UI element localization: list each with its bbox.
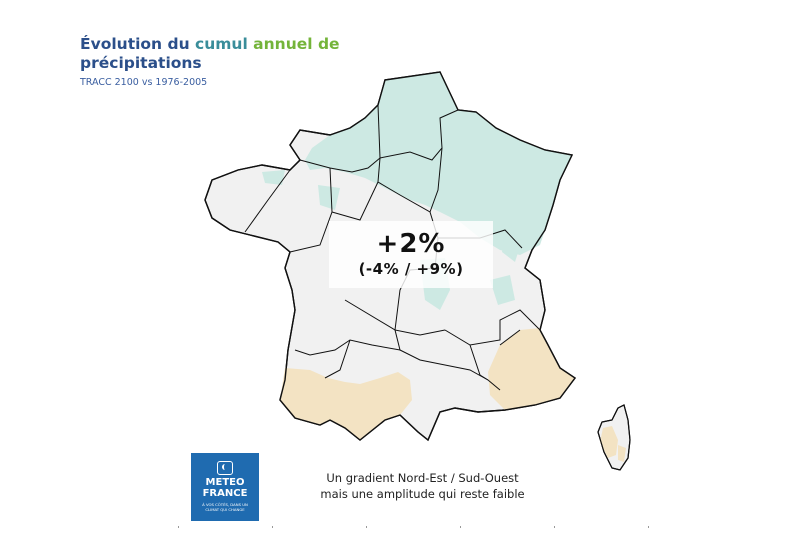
value-highlight-box: +2% (-4% / +9%) xyxy=(329,221,493,288)
caption-line-1: Un gradient Nord-Est / Sud-Ouest xyxy=(300,470,545,486)
increase-patch xyxy=(262,170,285,185)
footer-mark xyxy=(366,526,367,528)
footer-mark xyxy=(648,526,649,528)
meteo-france-logo: METEO FRANCE À VOS CÔTÉS, DANS UN CLIMAT… xyxy=(191,453,259,521)
caption: Un gradient Nord-Est / Sud-Ouest mais un… xyxy=(300,470,545,502)
logo-line-2: FRANCE xyxy=(191,488,259,499)
meteo-france-emblem-icon xyxy=(217,461,233,475)
range-value: (-4% / +9%) xyxy=(329,260,493,278)
logo-tagline: À VOS CÔTÉS, DANS UN CLIMAT QUI CHANGE xyxy=(191,502,259,512)
footer-mark xyxy=(272,526,273,528)
footer-mark xyxy=(178,526,179,528)
main-value: +2% xyxy=(329,229,493,259)
logo-line-1: METEO xyxy=(191,477,259,488)
caption-line-2: mais une amplitude qui reste faible xyxy=(300,486,545,502)
footer-mark xyxy=(554,526,555,528)
footer-mark xyxy=(460,526,461,528)
